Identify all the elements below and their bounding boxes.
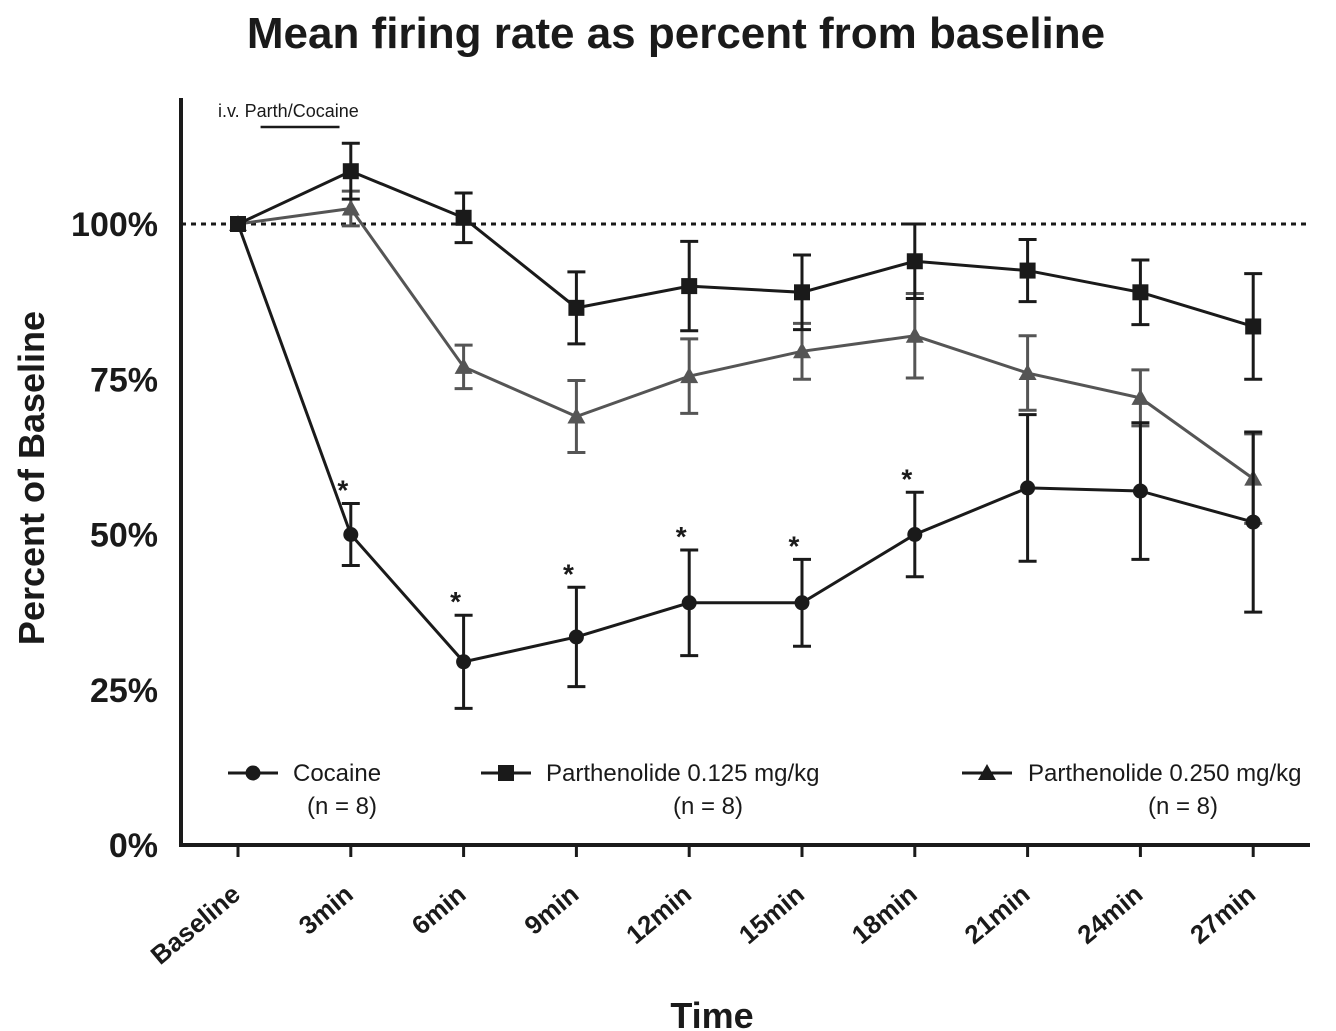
- y-tick-label: 25%: [90, 672, 158, 710]
- legend-label: Parthenolide 0.125 mg/kg: [546, 760, 820, 787]
- data-point: [680, 367, 699, 384]
- data-point: [1019, 262, 1036, 279]
- data-point: [455, 209, 472, 226]
- data-point: [681, 595, 697, 611]
- annotation-label: i.v. Parth/Cocaine: [218, 101, 359, 121]
- significance-star: *: [676, 521, 687, 552]
- legend: Cocaine (n = 8) Parthenolide 0.125 mg/kg (n…: [228, 760, 1302, 820]
- y-tick-label: 0%: [109, 827, 158, 865]
- data-point: [1132, 483, 1148, 499]
- data-point: [567, 407, 586, 424]
- y-tick-label: 50%: [90, 517, 158, 555]
- legend-marker: [245, 765, 261, 781]
- series-circle: * * * * * *: [230, 216, 1263, 710]
- series-line: [236, 223, 1254, 664]
- legend-label: Cocaine: [293, 760, 381, 787]
- x-tick-label: 12min: [620, 879, 697, 950]
- data-point: [794, 595, 810, 611]
- x-tick-label: 21min: [959, 879, 1036, 950]
- legend-n-label: (n = 8): [1148, 793, 1218, 820]
- data-point: [907, 527, 923, 542]
- data-point: [568, 299, 585, 316]
- data-point: [454, 357, 473, 374]
- x-axis-label: Time: [670, 995, 753, 1031]
- data-point: [1132, 284, 1149, 301]
- data-point: [681, 278, 698, 295]
- legend-label: Parthenolide 0.250 mg/kg: [1028, 760, 1302, 787]
- y-tick-label: 75%: [90, 361, 158, 399]
- series-square: [230, 141, 1263, 381]
- data-point: [343, 527, 359, 542]
- data-point: [794, 284, 810, 301]
- legend-item: Parthenolide 0.250 mg/kg (n = 8): [962, 760, 1302, 820]
- data-point: [1245, 318, 1262, 335]
- data-point: [456, 654, 472, 670]
- legend-marker: [978, 764, 996, 780]
- data-point: [230, 216, 246, 232]
- plot-area: 0% 25% 50% 75% 100% Baseline 3min 6min 9min 12min…: [71, 98, 1310, 970]
- data-point: [1131, 388, 1150, 405]
- x-tick-label: 6min: [406, 879, 472, 941]
- x-tick-label: 3min: [293, 879, 359, 941]
- x-tick-label: 24min: [1071, 879, 1148, 950]
- significance-star: *: [337, 474, 348, 505]
- y-tick-label: 100%: [71, 206, 158, 244]
- series-line: [237, 169, 1254, 328]
- legend-item: Cocaine (n = 8): [228, 760, 381, 820]
- x-tick-label: 18min: [846, 879, 923, 950]
- data-point: [568, 629, 584, 645]
- significance-star: *: [789, 530, 800, 561]
- x-tick-label: 15min: [733, 879, 810, 950]
- x-tick-label: Baseline: [145, 879, 246, 971]
- legend-n-label: (n = 8): [673, 793, 743, 820]
- y-axis-label: Percent of Baseline: [11, 311, 52, 645]
- chart-title: Mean firing rate as percent from baselin…: [247, 9, 1105, 58]
- data-point: [342, 163, 359, 180]
- significance-star: *: [563, 558, 574, 589]
- significance-star: *: [450, 586, 461, 617]
- data-point: [341, 199, 360, 216]
- data-point: [1018, 364, 1037, 381]
- legend-marker: [498, 765, 514, 781]
- legend-item: Parthenolide 0.125 mg/kg (n = 8): [481, 760, 820, 820]
- legend-n-label: (n = 8): [307, 793, 377, 820]
- series-triangle: [229, 189, 1263, 525]
- data-point: [1245, 514, 1261, 530]
- x-tick-label: 27min: [1184, 879, 1261, 950]
- data-point: [793, 342, 811, 359]
- series-line: [237, 206, 1255, 480]
- data-point: [1020, 480, 1036, 496]
- data-point: [905, 326, 924, 343]
- x-tick-label: 9min: [518, 879, 584, 941]
- data-point: [906, 253, 923, 270]
- significance-star: *: [901, 463, 912, 494]
